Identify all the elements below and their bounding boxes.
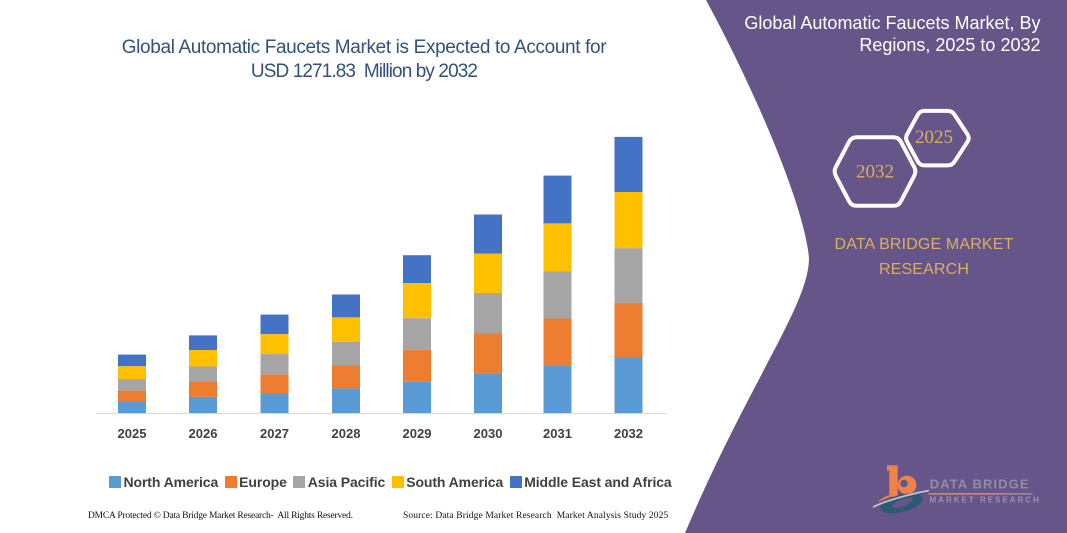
svg-text:MARKET RESEARCH: MARKET RESEARCH (930, 496, 1041, 505)
svg-text:2025: 2025 (915, 127, 953, 148)
svg-text:2032: 2032 (856, 162, 894, 183)
svg-text:DATA BRIDGE: DATA BRIDGE (930, 477, 1030, 492)
